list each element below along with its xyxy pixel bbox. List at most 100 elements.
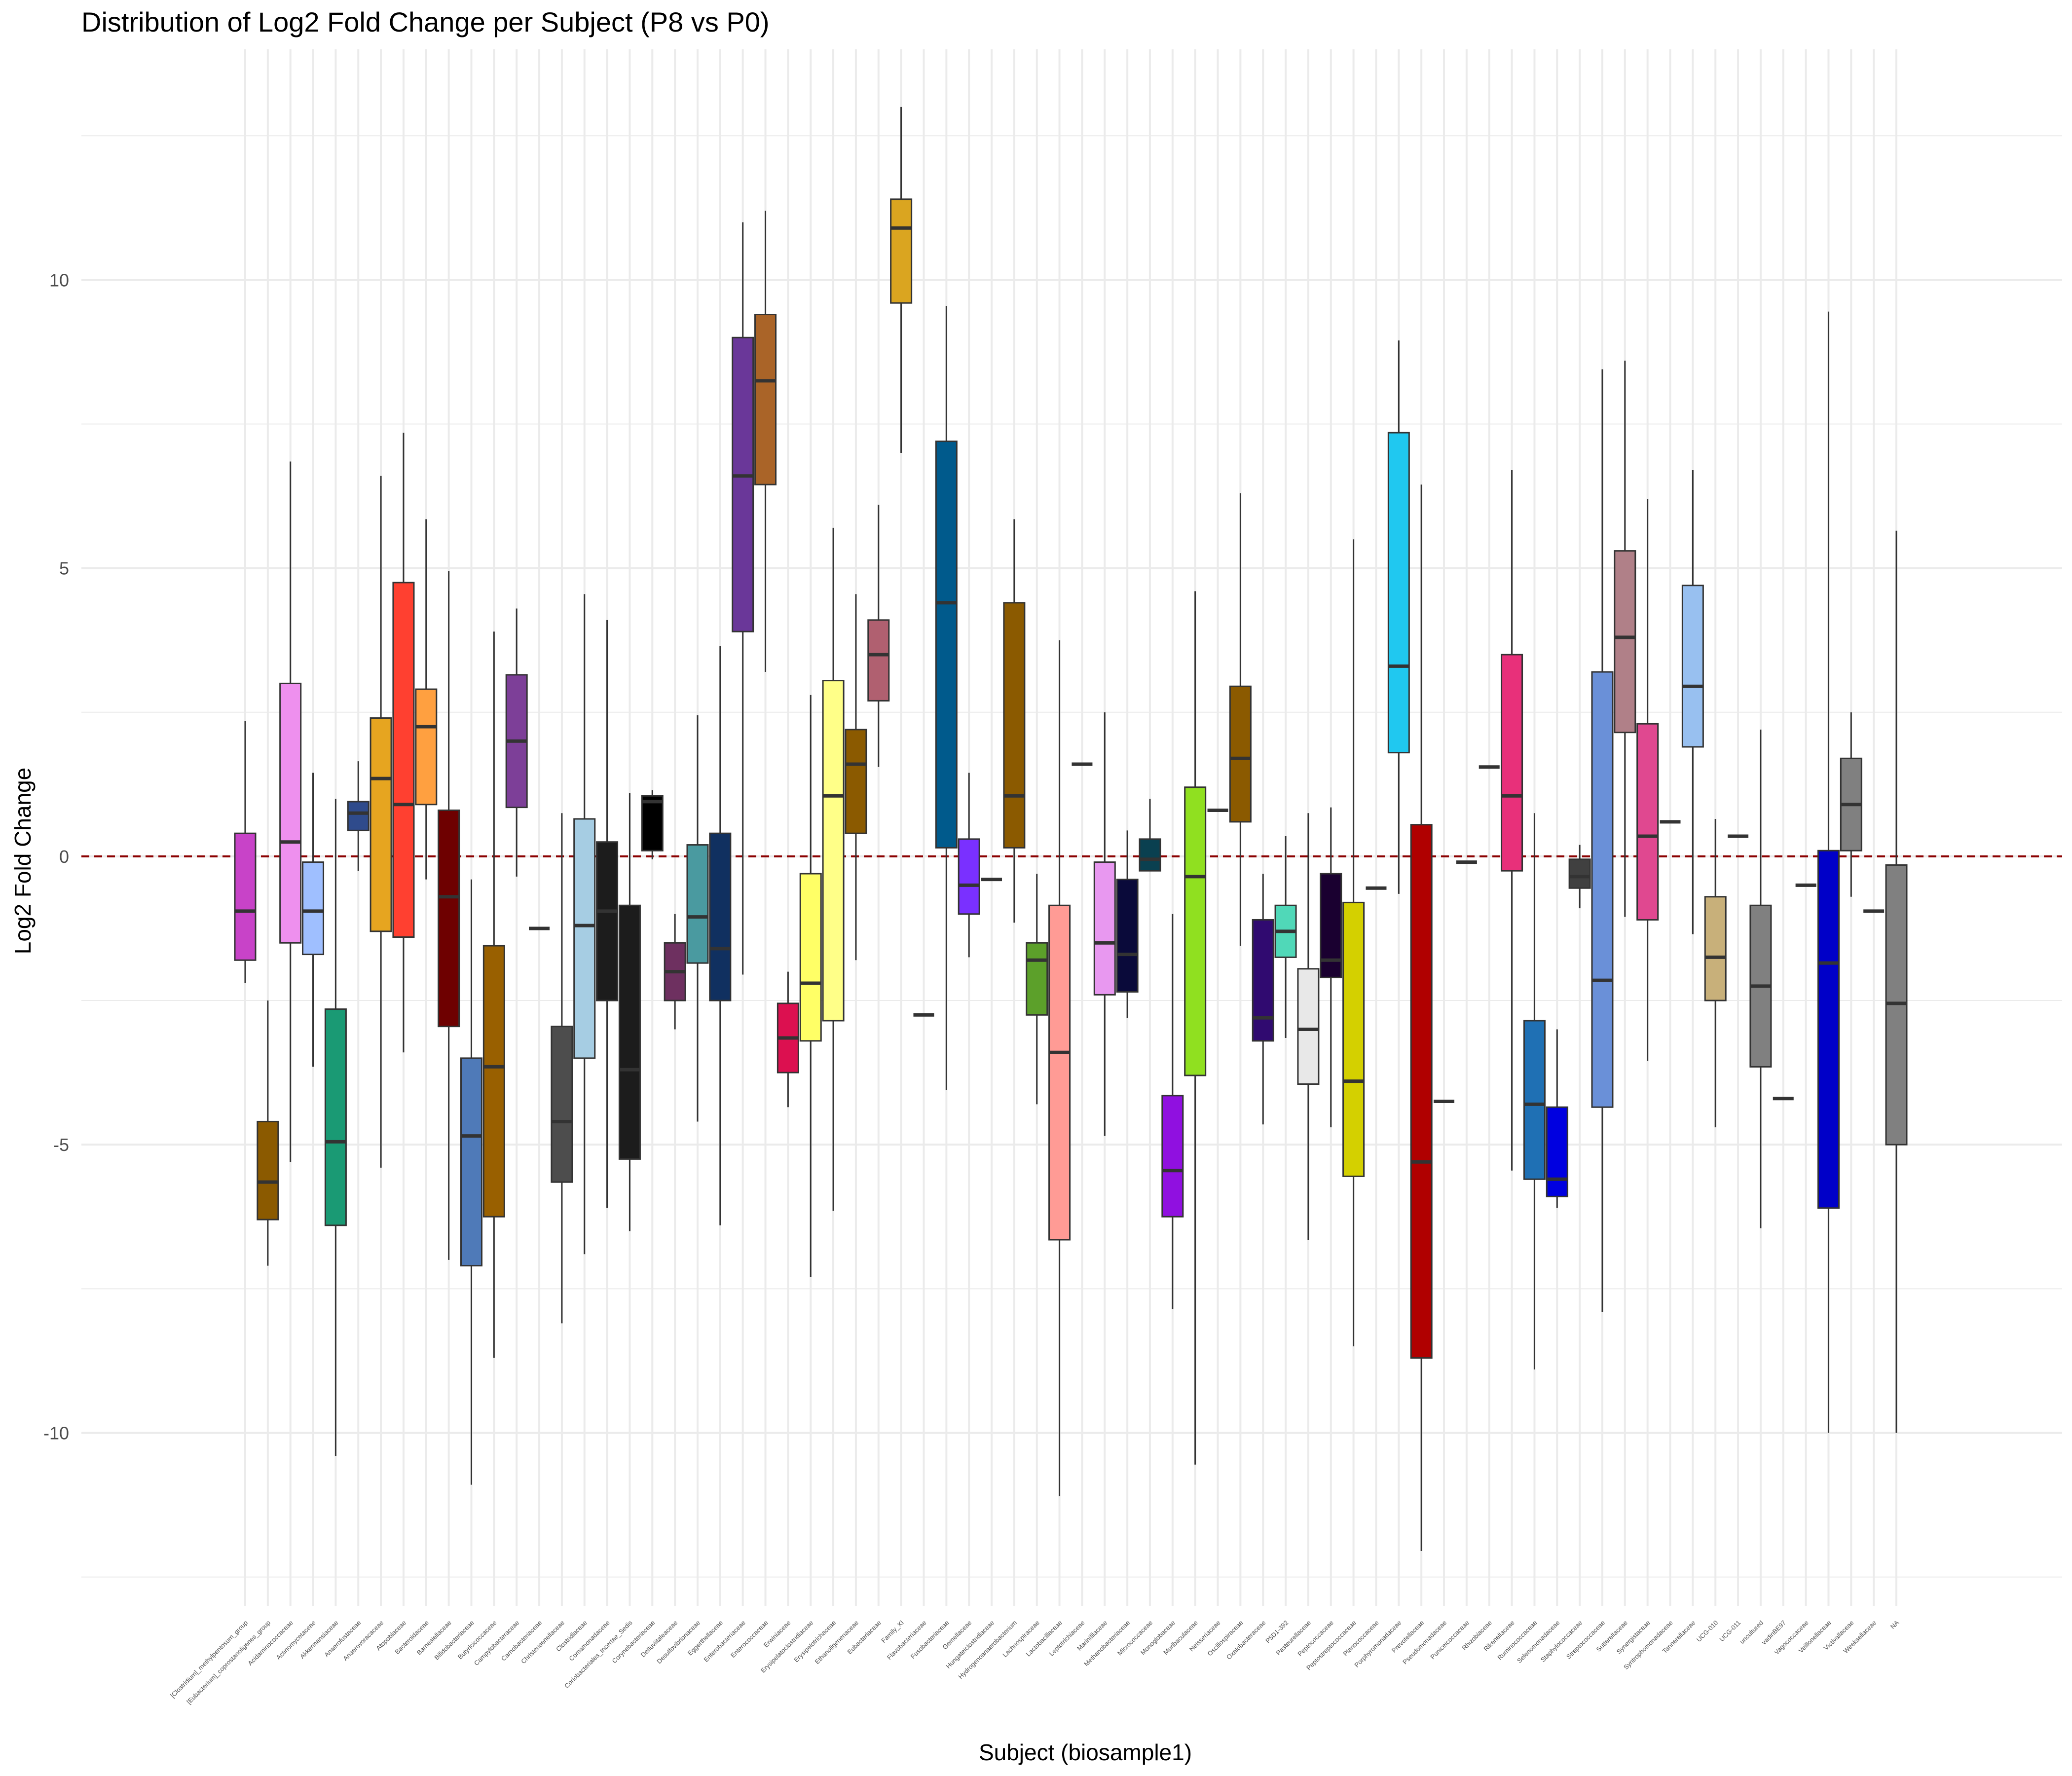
box-body: [392, 582, 415, 938]
boxplot-70: [1817, 311, 1840, 1433]
x-tick-label: Butyricicoccaceae: [456, 1619, 498, 1661]
y-tick-label: -10: [43, 1423, 69, 1443]
boxplot-64: [1681, 470, 1704, 934]
boxplot-67: [1749, 729, 1772, 1228]
boxplot-4: [324, 799, 347, 1456]
box-body: [641, 795, 664, 851]
x-tick-label: [Clostridium]_methylpentosum_group: [169, 1619, 249, 1700]
box-layer: [234, 107, 1908, 1551]
boxplot-5: [347, 761, 370, 871]
boxplot-45: [1252, 873, 1274, 1125]
boxplot-15: [573, 594, 596, 1255]
boxplot-7: [392, 433, 415, 1053]
box-body: [573, 818, 596, 1059]
boxplot-19: [664, 914, 686, 1030]
box-body: [1161, 1095, 1184, 1218]
x-tick-label: Akkermansiaceae: [298, 1619, 340, 1661]
boxplot-23: [754, 211, 777, 672]
box-body: [347, 801, 370, 831]
x-tick-labels: [Clostridium]_methylpentosum_group[Eubac…: [169, 1619, 1900, 1705]
boxplot-44: [1229, 493, 1252, 946]
x-tick-label: Ruminococcaceae: [1496, 1619, 1538, 1662]
boxplot-59: [1568, 845, 1591, 909]
box-body: [822, 680, 845, 1022]
boxplot-32: [958, 773, 980, 958]
box-body: [257, 1120, 279, 1221]
boxplot-25: [799, 695, 822, 1277]
boxplot-42: [1184, 591, 1207, 1465]
boxplot-61: [1614, 361, 1636, 917]
box-body: [709, 832, 732, 1001]
box-body: [1501, 654, 1523, 872]
box-body: [686, 844, 709, 964]
chart-title: Distribution of Log2 Fold Change per Sub…: [81, 6, 770, 37]
boxplot-48: [1320, 807, 1342, 1128]
box-body: [482, 945, 505, 1218]
box-body: [438, 809, 460, 1028]
boxplot-12: [505, 608, 528, 877]
box-body: [1546, 1106, 1568, 1197]
box-body: [1342, 901, 1365, 1177]
box-body: [1681, 585, 1704, 748]
boxplot-51: [1387, 340, 1410, 894]
boxplot-3: [302, 773, 325, 1067]
box-body: [1817, 850, 1840, 1209]
boxplot-26: [822, 527, 845, 1211]
box-body: [867, 619, 890, 702]
box-body: [1568, 858, 1591, 889]
boxplot-46: [1274, 836, 1297, 1038]
x-tick-label: Enterobacteriaceae: [702, 1619, 746, 1664]
y-tick-label: -5: [53, 1135, 69, 1155]
boxplot-2: [279, 461, 302, 1162]
x-axis-title: Subject (biosample1): [979, 1739, 1192, 1765]
box-body: [1523, 1020, 1546, 1180]
box-body: [324, 1008, 347, 1226]
y-tick-label: 0: [59, 847, 69, 867]
boxplot-11: [482, 631, 505, 1358]
x-tick-label: Streptococcaceae: [1565, 1619, 1606, 1661]
x-tick-label: Oxalobacteraceae: [1225, 1619, 1267, 1661]
boxplot-28: [867, 505, 890, 767]
boxplot-73: [1885, 530, 1908, 1433]
x-tick-label: Fusobacteriaceae: [909, 1619, 951, 1661]
boxplot-62: [1636, 499, 1659, 1061]
boxplot-24: [777, 971, 799, 1108]
box-body: [370, 717, 392, 932]
box-body: [596, 841, 619, 1001]
y-axis-title: Log2 Fold Change: [10, 768, 36, 955]
x-tick-label: Carnobacteriaceae: [500, 1619, 543, 1663]
boxplot-41: [1161, 914, 1184, 1309]
boxplot-17: [618, 793, 641, 1231]
box-body: [1048, 904, 1071, 1241]
boxplot-29: [890, 107, 913, 453]
box-body: [1704, 896, 1727, 1001]
box-body: [1139, 838, 1161, 872]
box-body: [1026, 942, 1048, 1016]
boxplot-60: [1591, 369, 1614, 1312]
boxplot-40: [1139, 799, 1161, 872]
boxplot-27: [845, 594, 867, 961]
boxplot-47: [1297, 813, 1320, 1240]
box-body: [1093, 861, 1116, 996]
x-tick-label: Pseudomonadaceae: [1401, 1619, 1448, 1666]
box-body: [845, 729, 867, 834]
boxplot-1: [257, 1000, 279, 1266]
box-body: [1252, 919, 1274, 1042]
x-tick-label: Ethanoligenenaceae: [814, 1619, 860, 1665]
y-tick-label: 5: [59, 558, 69, 579]
boxplot-38: [1093, 712, 1116, 1136]
x-tick-label: Flavobacteriaceae: [886, 1619, 928, 1662]
box-body: [1591, 671, 1614, 1108]
boxplot-8: [415, 519, 438, 880]
box-body: [1297, 968, 1320, 1085]
x-tick-label: Anaerovoracaceae: [341, 1619, 385, 1663]
boxplot-0: [234, 721, 257, 983]
x-tick-label: Erysipelotrichaceae: [792, 1619, 837, 1664]
box-body: [1116, 879, 1139, 993]
boxplot-49: [1342, 539, 1365, 1347]
box-body: [1229, 685, 1252, 823]
y-tick-labels: -10 -5 0 5 10: [43, 270, 69, 1443]
boxplot-21: [709, 646, 732, 1225]
x-tick-label: [Eubacterium]_coprostanoligenes_group: [185, 1619, 272, 1706]
